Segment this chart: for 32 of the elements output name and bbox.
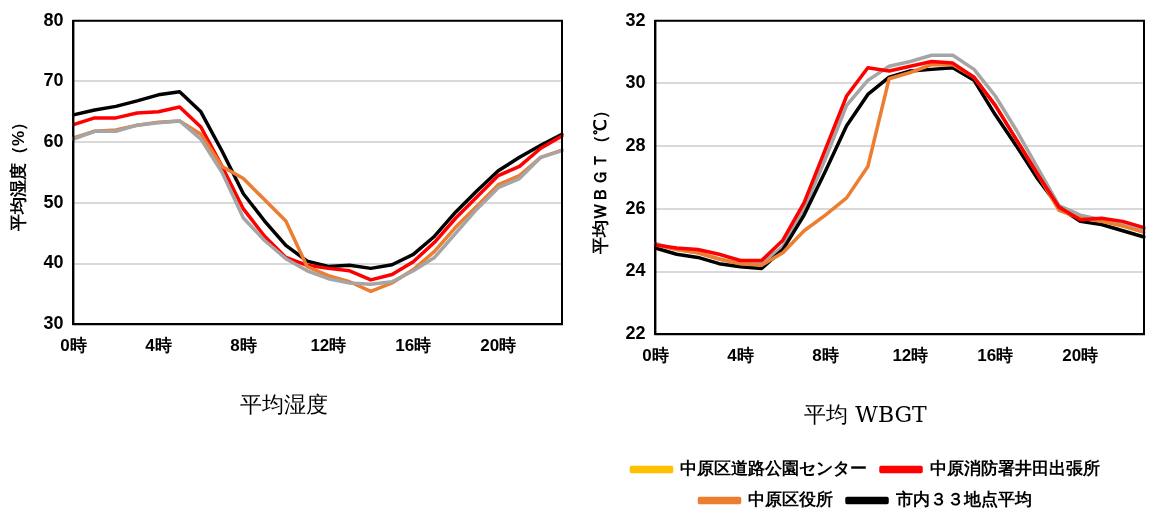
y-tick-label: 24 (625, 260, 646, 281)
x-tick-label: 12時 (892, 346, 929, 366)
x-tick-label: 4時 (145, 336, 172, 356)
y-axis-title: 平均湿度（%） (8, 113, 28, 233)
x-tick-label: 0時 (60, 336, 87, 356)
x-tick-label: 8時 (812, 346, 839, 366)
legend-label: 中原区道路公園センター (680, 459, 867, 479)
y-tick-label: 40 (43, 252, 64, 273)
y-tick-label: 70 (43, 70, 64, 91)
y-axis-title: 平均ＷＢＧＴ（℃） (590, 101, 610, 255)
y-tick-label: 50 (43, 191, 64, 212)
y-tick-label: 28 (625, 135, 646, 156)
x-tick-label: 20時 (1062, 346, 1099, 366)
x-tick-label: 16時 (395, 336, 432, 356)
y-tick-label: 32 (625, 9, 646, 30)
legend-label: 中原消防署井田出張所 (929, 459, 1100, 479)
y-tick-label: 26 (625, 197, 646, 218)
x-tick-label: 4時 (727, 346, 754, 366)
x-tick-label: 8時 (230, 336, 257, 356)
y-tick-label: 30 (43, 313, 64, 334)
legend-label: 中原区役所 (748, 490, 833, 510)
legend-label: 市内３３地点平均 (894, 490, 1032, 510)
y-tick-label: 30 (625, 72, 646, 93)
y-tick-label: 22 (625, 323, 646, 344)
x-tick-label: 0時 (642, 346, 669, 366)
x-tick-label: 20時 (480, 336, 517, 356)
y-tick-label: 60 (43, 131, 64, 152)
text: 平均湿度 (239, 391, 328, 417)
text: 平均 WBGT (804, 401, 928, 427)
x-tick-label: 12時 (310, 336, 347, 356)
x-tick-label: 16時 (977, 346, 1014, 366)
y-tick-label: 80 (43, 9, 64, 30)
